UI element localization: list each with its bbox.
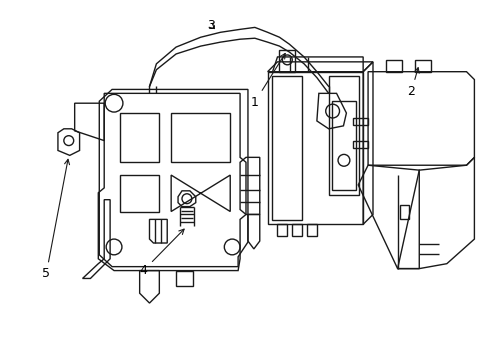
Text: 3: 3 [207, 19, 215, 32]
Text: 5: 5 [42, 159, 70, 280]
Text: 1: 1 [251, 53, 285, 108]
Text: 2: 2 [408, 68, 419, 98]
Text: 4: 4 [140, 229, 184, 277]
